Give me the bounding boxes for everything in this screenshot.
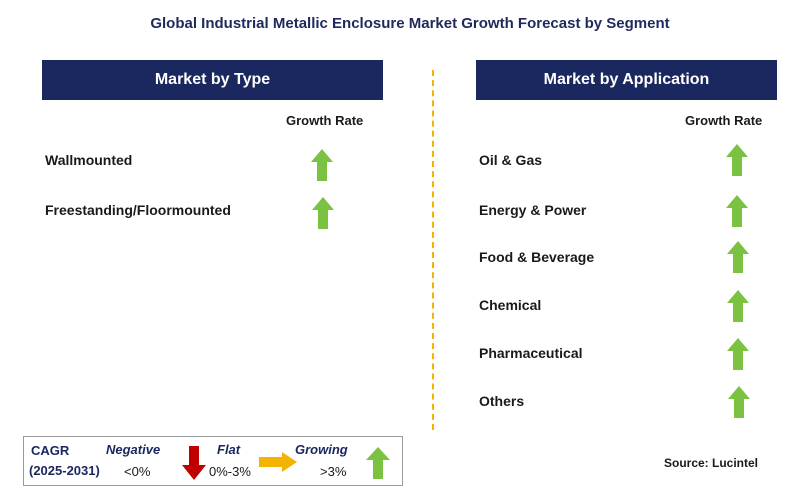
- right-growth-rate-label: Growth Rate: [685, 113, 763, 128]
- panel-divider: [432, 70, 434, 430]
- left-growth-rate-label: Growth Rate: [286, 113, 364, 128]
- application-row-label: Food & Beverage: [479, 249, 595, 265]
- negative-label: Negative: [106, 442, 161, 457]
- application-row-label: Oil & Gas: [479, 152, 543, 168]
- cagr-legend: CAGR (2025-2031) Negative <0% Flat 0%-3%…: [23, 436, 403, 486]
- type-row-label: Wallmounted: [45, 152, 133, 168]
- market-by-type-header: Market by Type: [42, 60, 383, 100]
- flat-label: Flat: [217, 442, 241, 457]
- application-row-label: Chemical: [479, 297, 542, 313]
- cagr-period: (2025-2031): [29, 463, 100, 478]
- up-arrow-icon: [312, 197, 334, 229]
- up-arrow-icon: [366, 447, 390, 479]
- down-arrow-icon: [182, 446, 206, 480]
- flat-range: 0%-3%: [209, 464, 251, 479]
- source-label: Source: Lucintel: [664, 456, 759, 470]
- up-arrow-icon: [726, 195, 748, 227]
- up-arrow-icon: [727, 338, 749, 370]
- up-arrow-icon: [726, 144, 748, 176]
- application-row-label: Pharmaceutical: [479, 345, 583, 361]
- application-row-label: Energy & Power: [479, 202, 587, 218]
- cagr-label: CAGR: [31, 443, 70, 458]
- up-arrow-icon: [311, 149, 333, 181]
- page-title: Global Industrial Metallic Enclosure Mar…: [150, 15, 670, 32]
- negative-range: <0%: [124, 464, 151, 479]
- up-arrow-icon: [727, 241, 749, 273]
- growing-range: >3%: [320, 464, 347, 479]
- growing-label: Growing: [295, 442, 348, 457]
- application-row-label: Others: [479, 393, 525, 409]
- up-arrow-icon: [728, 386, 750, 418]
- up-arrow-icon: [727, 290, 749, 322]
- type-row-label: Freestanding/Floormounted: [45, 202, 231, 218]
- right-arrow-icon: [259, 452, 297, 472]
- market-by-application-header: Market by Application: [476, 60, 777, 100]
